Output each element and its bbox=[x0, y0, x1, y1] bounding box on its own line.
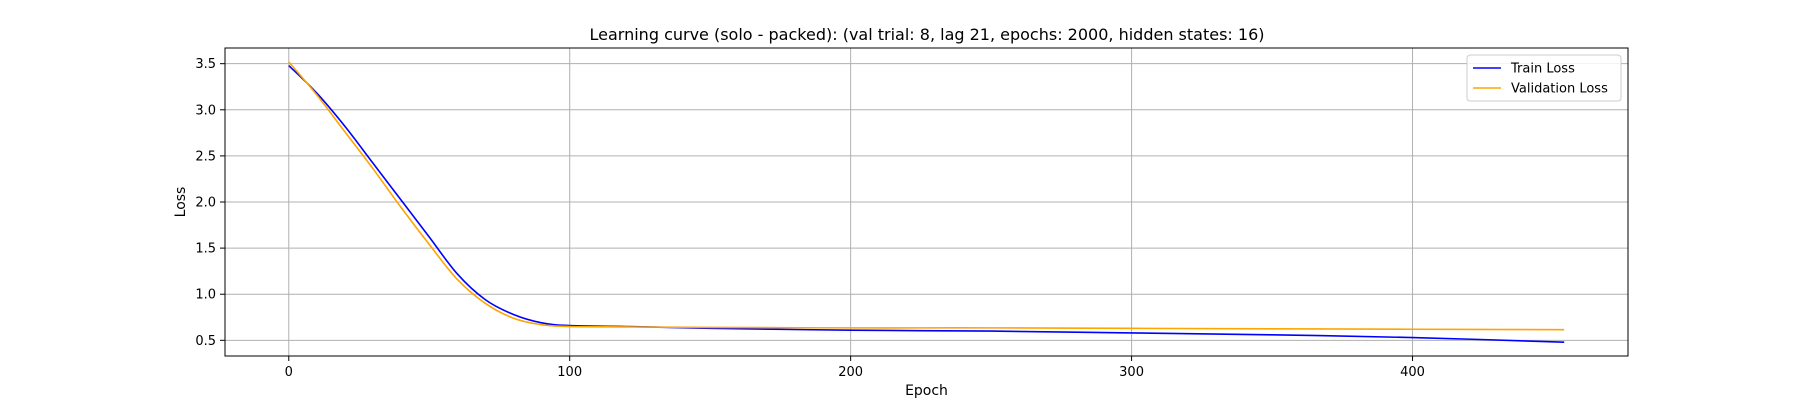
y-tick-label: 0.5 bbox=[195, 334, 216, 349]
grid-layer bbox=[225, 48, 1628, 356]
y-tick-label: 3.0 bbox=[195, 103, 216, 118]
series-layer bbox=[288, 61, 1565, 343]
x-tick-label: 300 bbox=[1119, 365, 1144, 380]
y-tick-label: 1.5 bbox=[195, 242, 216, 257]
ticks-layer: 0 100 200 300 400 0.5 1.0 1.5 2.0 2.5 3.0 3.5 bbox=[195, 57, 1425, 380]
x-tick-label: 400 bbox=[1400, 365, 1425, 380]
legend-train-loss-label: Train Loss bbox=[1510, 62, 1575, 77]
legend: Train Loss Validation Loss bbox=[1466, 54, 1622, 102]
chart-title: Learning curve (solo - packed): (val tri… bbox=[590, 25, 1265, 44]
train-loss-line bbox=[288, 64, 1565, 343]
y-tick-label: 3.5 bbox=[195, 57, 216, 72]
x-tick-label: 200 bbox=[838, 365, 863, 380]
x-axis-label: Epoch bbox=[905, 383, 948, 399]
legend-validation-loss-label: Validation Loss bbox=[1511, 82, 1608, 97]
x-tick-label: 100 bbox=[557, 365, 582, 380]
x-tick-label: 0 bbox=[285, 365, 293, 380]
legend-box bbox=[1466, 54, 1622, 102]
validation-loss-line bbox=[288, 61, 1565, 331]
y-axis-label: Loss bbox=[173, 187, 189, 218]
y-tick-label: 2.0 bbox=[195, 196, 216, 211]
y-tick-label: 1.0 bbox=[195, 288, 216, 303]
y-tick-label: 2.5 bbox=[195, 149, 216, 164]
